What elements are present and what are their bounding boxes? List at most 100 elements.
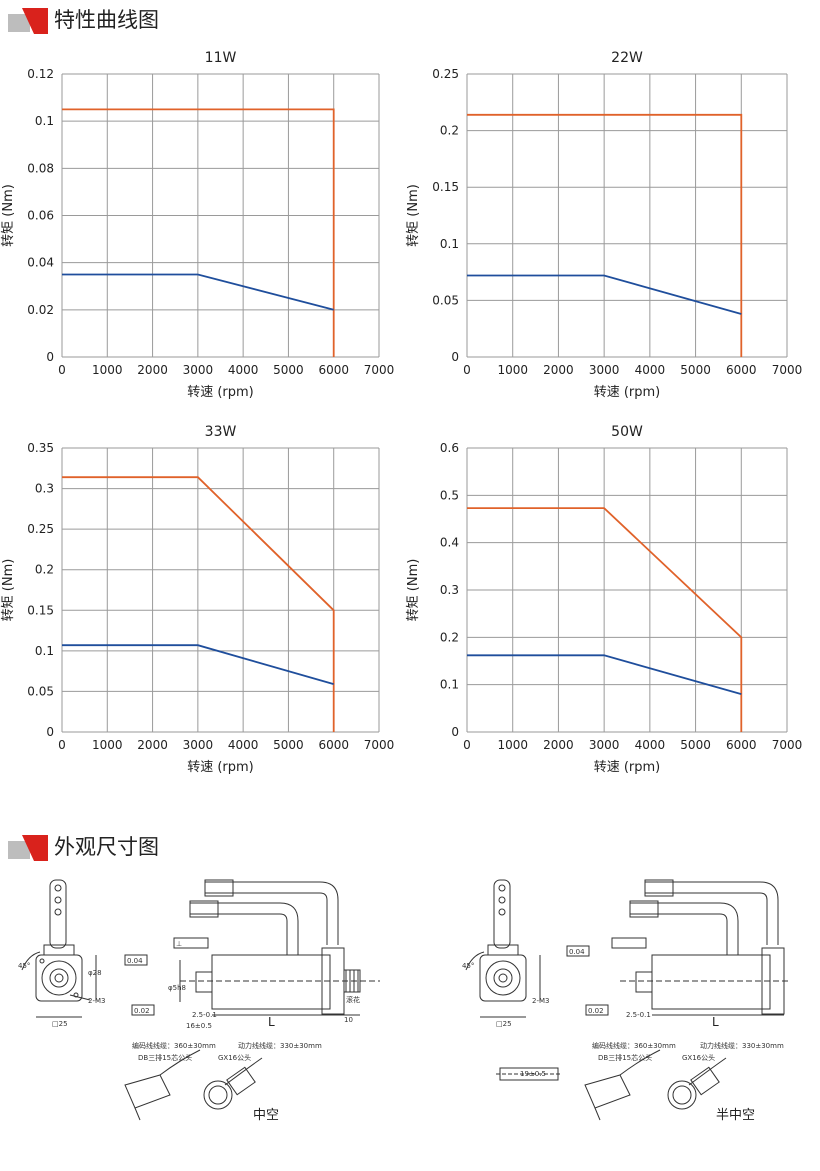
series-line-peak: [62, 108, 335, 357]
x-tick-label: 5000: [273, 738, 304, 752]
tolerance-label: 0.02: [134, 1007, 150, 1015]
x-tick-label: 2000: [543, 738, 574, 752]
y-tick-label: 0.15: [27, 603, 54, 617]
x-tick-label: 1000: [92, 363, 123, 377]
section-title: 外观尺寸图: [54, 835, 159, 859]
y-tick-label: 0.06: [27, 209, 54, 223]
section-marker-icon: [8, 8, 48, 34]
enc-conn-label: DB三排15芯公头: [138, 1053, 192, 1062]
front-view-right: [465, 879, 541, 1018]
square-label: □25: [52, 1020, 68, 1028]
y-tick-label: 0.12: [27, 67, 54, 81]
shaft-length-label: 19±0.5: [520, 1070, 546, 1078]
y-tick-label: 0: [451, 350, 459, 364]
shaft-dia-label: φ5h8: [168, 984, 186, 992]
pow-cable-label: 动力线线缆：330±30mm: [700, 1041, 784, 1050]
y-tick-label: 0.08: [27, 161, 54, 175]
y-tick-label: 0.25: [27, 522, 54, 536]
y-tick-label: 0: [46, 350, 54, 364]
y-tick-label: 0.5: [440, 488, 459, 502]
connectors-left: [124, 1049, 263, 1121]
x-tick-label: 0: [463, 363, 471, 377]
pow-cable-label: 动力线线缆：330±30mm: [238, 1041, 322, 1050]
y-axis-label: 转矩 (Nm): [1, 184, 16, 247]
x-tick-label: 5000: [680, 738, 711, 752]
dim-25-label: 2.5-0.1: [192, 1011, 217, 1019]
pow-conn-label: GX16公头: [682, 1053, 715, 1062]
tolerance-label: 0.04: [127, 957, 143, 965]
y-tick-label: 0.1: [35, 644, 54, 658]
enc-cable-label: 编码线线缆：360±30mm: [592, 1041, 676, 1050]
dim-16-label: 16±0.5: [186, 1022, 212, 1030]
y-tick-label: 0.1: [440, 237, 459, 251]
x-tick-label: 5000: [680, 363, 711, 377]
x-tick-label: 0: [58, 363, 66, 377]
x-tick-label: 2000: [137, 363, 168, 377]
x-tick-label: 4000: [635, 363, 666, 377]
angle-label: 45°: [18, 962, 30, 970]
y-tick-label: 0: [451, 725, 459, 739]
enc-conn-label: DB三排15芯公头: [598, 1053, 652, 1062]
y-axis-label: 转矩 (Nm): [1, 559, 16, 622]
series-line-peak: [467, 507, 743, 732]
y-tick-label: 0.02: [27, 303, 54, 317]
y-tick-label: 0.3: [35, 482, 54, 496]
section-header-dimensions: 外观尺寸图: [8, 832, 408, 862]
y-tick-label: 0.6: [440, 441, 459, 455]
dim-10-label: 10: [344, 1016, 353, 1024]
x-tick-label: 6000: [318, 738, 349, 752]
dimension-drawings: 45° φ28 2-M3 □25 0.04 0.02 ⊥ φ5h8 16±0.5…: [18, 879, 790, 1121]
front-view-left: [21, 879, 97, 1018]
dim-L-label: L: [268, 1015, 275, 1029]
x-tick-label: 1000: [92, 738, 123, 752]
y-tick-label: 0.15: [432, 180, 459, 194]
y-tick-label: 0.2: [440, 630, 459, 644]
y-tick-label: 0.25: [432, 67, 459, 81]
perp-label: ⊥: [176, 940, 182, 948]
y-tick-label: 0.05: [432, 293, 459, 307]
x-tick-label: 6000: [726, 363, 757, 377]
y-tick-label: 0.1: [440, 678, 459, 692]
characteristic-curves: 0 1000 2000 3000 4000 5000 6000 7000 0 0.02 0.04 0.…: [1, 50, 803, 775]
y-tick-label: 0.3: [440, 583, 459, 597]
x-tick-label: 3000: [589, 738, 620, 752]
x-tick-label: 4000: [635, 738, 666, 752]
dim-L-label: L: [712, 1015, 719, 1029]
x-tick-label: 2000: [543, 363, 574, 377]
y-tick-label: 0.05: [27, 684, 54, 698]
y-axis-label: 转矩 (Nm): [406, 559, 421, 622]
enc-cable-label: 编码线线缆：360±30mm: [132, 1041, 216, 1050]
screw-label: 2-M3: [532, 997, 549, 1005]
series-line-rated: [467, 654, 742, 695]
x-axis-label: 转速 (rpm): [187, 760, 254, 775]
x-axis-label: 转速 (rpm): [187, 385, 254, 400]
x-tick-label: 0: [463, 738, 471, 752]
section-header-curves: 特性曲线图: [8, 5, 408, 35]
tolerance-label: 0.02: [588, 1007, 604, 1015]
x-tick-label: 7000: [772, 363, 803, 377]
section-marker-icon: [8, 835, 48, 861]
drawing-caption-right: 半中空: [716, 1108, 756, 1123]
y-axis-label: 转矩 (Nm): [406, 184, 421, 247]
side-view-left: [124, 879, 380, 1016]
chart-title: 33W: [205, 424, 237, 440]
x-tick-label: 0: [58, 738, 66, 752]
series-line-peak: [467, 113, 743, 357]
x-tick-label: 1000: [497, 363, 528, 377]
pow-conn-label: GX16公头: [218, 1053, 251, 1062]
x-axis-label: 转速 (rpm): [594, 760, 661, 775]
screw-label: 2-M3: [88, 997, 105, 1005]
x-tick-label: 2000: [137, 738, 168, 752]
chart-title: 50W: [611, 424, 643, 440]
knurl-label: 滚花: [346, 995, 360, 1004]
series-line-peak: [62, 476, 335, 732]
x-tick-label: 3000: [183, 363, 214, 377]
drawing-caption-left: 中空: [253, 1108, 280, 1123]
series-line-rated: [62, 273, 334, 311]
x-tick-label: 7000: [364, 738, 395, 752]
x-tick-label: 4000: [228, 363, 259, 377]
dim-25-label: 2.5-0.1: [626, 1011, 651, 1019]
y-tick-label: 0.1: [35, 114, 54, 128]
y-tick-label: 0.35: [27, 441, 54, 455]
y-tick-label: 0.2: [35, 563, 54, 577]
